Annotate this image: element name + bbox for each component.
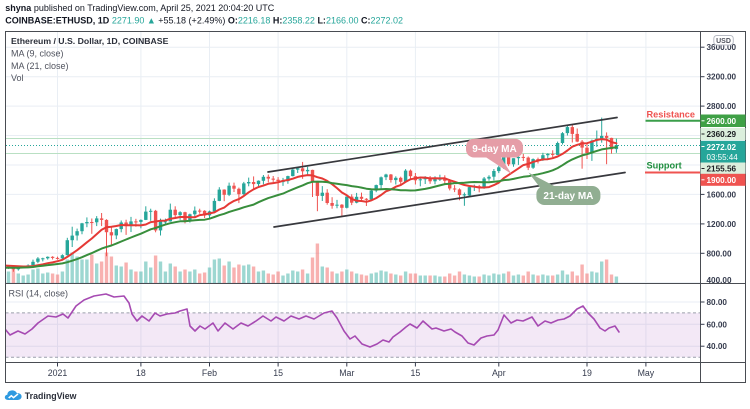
svg-text:Resistance: Resistance — [647, 109, 696, 119]
svg-text:2021: 2021 — [48, 368, 68, 378]
svg-text:Apr: Apr — [492, 368, 506, 378]
svg-text:18: 18 — [136, 368, 146, 378]
svg-text:May: May — [638, 368, 655, 378]
svg-text:21-day MA: 21-day MA — [543, 191, 593, 202]
svg-text:9-day MA: 9-day MA — [472, 144, 516, 155]
svg-text:MA (21, close): MA (21, close) — [11, 61, 69, 71]
svg-text:2155.56: 2155.56 — [707, 165, 737, 174]
svg-text:40.00: 40.00 — [707, 342, 728, 351]
svg-text:RSI (14, close): RSI (14, close) — [9, 289, 69, 299]
svg-text:80.00: 80.00 — [707, 298, 728, 307]
svg-text:Vol: Vol — [11, 73, 24, 83]
svg-text:15: 15 — [273, 368, 283, 378]
svg-text:03:55:44: 03:55:44 — [707, 153, 739, 162]
svg-text:Ethereum / U.S. Dollar, 1D, CO: Ethereum / U.S. Dollar, 1D, COINBASE — [11, 36, 169, 46]
svg-text:400.00: 400.00 — [707, 276, 732, 285]
svg-text:Mar: Mar — [339, 368, 354, 378]
svg-text:2600.00: 2600.00 — [707, 117, 737, 126]
svg-text:Support: Support — [647, 160, 682, 170]
svg-text:Feb: Feb — [202, 368, 217, 378]
svg-text:TradingView: TradingView — [25, 391, 77, 401]
svg-text:3200.00: 3200.00 — [707, 73, 737, 82]
svg-text:3600.00: 3600.00 — [707, 43, 737, 52]
svg-text:19: 19 — [582, 368, 592, 378]
svg-text:1600.00: 1600.00 — [707, 190, 737, 199]
svg-text:MA (9, close): MA (9, close) — [11, 49, 64, 59]
svg-text:COINBASE:ETHUSD, 1D 2271.90 ▲: COINBASE:ETHUSD, 1D 2271.90 ▲ +55.18 (+2… — [5, 16, 403, 26]
svg-text:shyna published on TradingView: shyna published on TradingView.com, Apri… — [5, 3, 275, 13]
svg-text:800.00: 800.00 — [707, 249, 732, 258]
svg-text:15: 15 — [411, 368, 421, 378]
svg-text:2360.29: 2360.29 — [707, 130, 737, 139]
svg-text:60.00: 60.00 — [707, 320, 728, 329]
svg-text:1200.00: 1200.00 — [707, 220, 737, 229]
svg-text:1900.00: 1900.00 — [707, 176, 737, 185]
svg-text:2272.02: 2272.02 — [707, 143, 737, 152]
svg-text:2800.00: 2800.00 — [707, 102, 737, 111]
svg-text:USD: USD — [716, 38, 731, 45]
